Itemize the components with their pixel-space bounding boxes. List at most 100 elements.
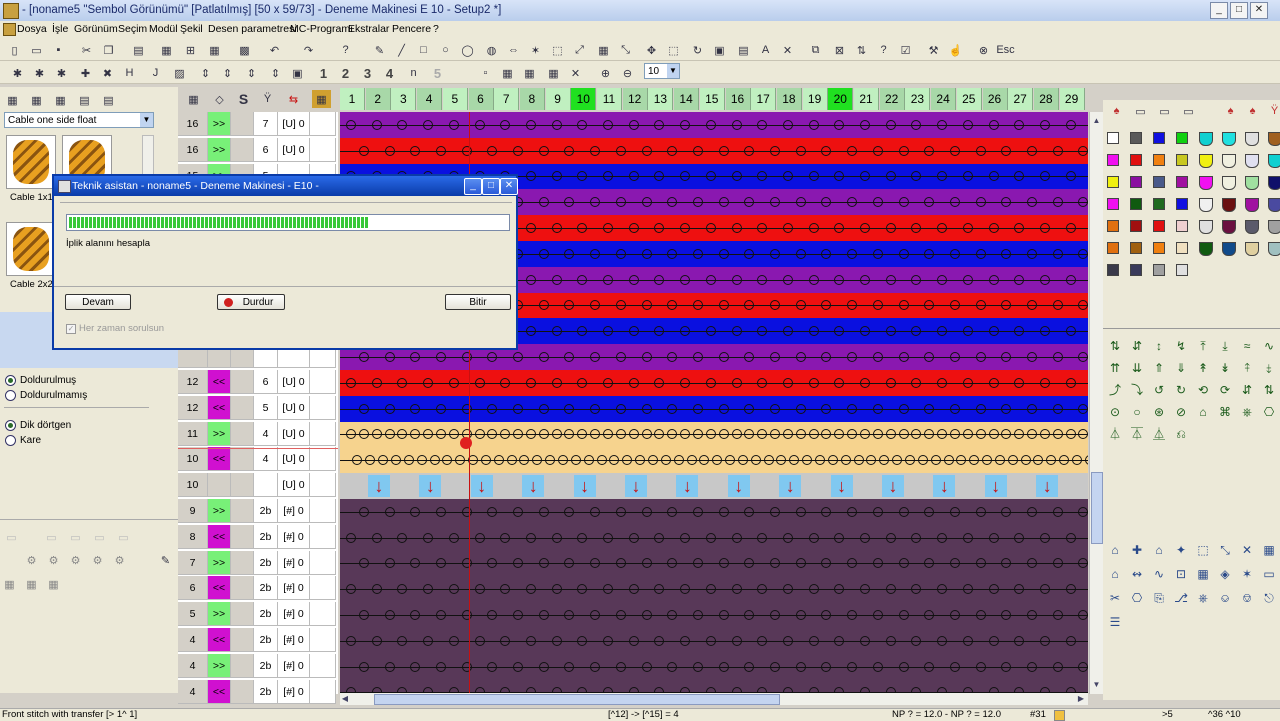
row-direction[interactable]: << — [208, 370, 231, 394]
row-direction[interactable]: << — [208, 576, 231, 601]
color-swatch[interactable] — [1199, 154, 1213, 168]
column-number[interactable]: 10 — [571, 88, 597, 110]
row-col5[interactable]: [U] 0 — [278, 473, 310, 498]
color-swatch[interactable] — [1153, 132, 1165, 144]
blank-tab-icon[interactable]: ▭ — [1135, 105, 1146, 118]
menu-gorunum[interactable]: Görünüm — [74, 23, 118, 35]
palette-tab-5-icon[interactable]: ▤ — [103, 94, 114, 107]
row-col4[interactable]: 2b — [254, 524, 278, 549]
color-swatch[interactable] — [1268, 132, 1280, 146]
column-number[interactable]: 5 — [442, 88, 468, 110]
stitch-symbol-icon[interactable]: ⇑ — [1153, 361, 1165, 375]
row-col3[interactable] — [231, 628, 254, 652]
column-number[interactable]: 24 — [931, 88, 957, 110]
row-col6[interactable] — [310, 447, 336, 472]
maximize-button[interactable]: □ — [1230, 2, 1248, 19]
table-icon[interactable]: ▦ — [188, 93, 199, 106]
updown3-icon[interactable]: ⇕ — [246, 67, 257, 80]
tool-icon[interactable]: ⎈ — [1198, 591, 1208, 605]
tool-icon[interactable]: ◈ — [1220, 567, 1230, 581]
tool-icon[interactable]: ∿ — [1153, 567, 1165, 581]
row-number[interactable]: 5 — [178, 602, 208, 627]
column-number[interactable]: 18 — [776, 88, 802, 110]
row-number[interactable]: 12 — [178, 395, 208, 420]
row-number[interactable]: 7 — [178, 550, 208, 575]
column-number[interactable]: 8 — [519, 88, 545, 110]
row-direction[interactable]: >> — [208, 137, 231, 162]
row-direction[interactable]: << — [208, 628, 231, 652]
color-swatch[interactable] — [1222, 154, 1236, 168]
block-icon[interactable]: ▣ — [292, 67, 303, 80]
color-swatch[interactable] — [1153, 198, 1165, 210]
n-icon[interactable]: n — [410, 67, 417, 79]
option-kare[interactable]: Kare — [5, 435, 41, 446]
color-swatch[interactable] — [1153, 176, 1165, 188]
tool-icon[interactable]: ▦ — [1263, 543, 1275, 557]
row-col4[interactable]: 2b — [254, 499, 278, 523]
row-col3[interactable] — [231, 550, 254, 575]
frame-a-icon[interactable]: ▦ — [502, 67, 513, 80]
stitch-symbol-icon[interactable]: ⇊ — [1131, 361, 1143, 375]
checkbox-box[interactable]: ✓ — [66, 323, 76, 334]
text-icon[interactable]: A — [761, 44, 770, 56]
column-number[interactable]: 15 — [699, 88, 725, 110]
column-number[interactable]: 23 — [905, 88, 931, 110]
hand-icon[interactable]: ☝ — [948, 44, 963, 57]
row-col5[interactable]: [#] 0 — [278, 499, 310, 523]
row-col6[interactable] — [310, 576, 336, 601]
tool-d-icon[interactable]: ▭ — [94, 531, 105, 544]
row-number[interactable]: 10 — [178, 447, 208, 472]
column-number[interactable]: 27 — [1008, 88, 1034, 110]
plus-icon[interactable]: ✚ — [80, 67, 91, 80]
mirror-icon[interactable]: ⇔ — [508, 44, 519, 56]
module-icon[interactable]: ⊞ — [185, 44, 196, 57]
blank-tab2-icon[interactable]: ▭ — [1159, 105, 1170, 118]
vertical-scrollbar[interactable]: ▲ ▼ — [1089, 112, 1103, 694]
stitch-symbol-icon[interactable]: ↻ — [1175, 383, 1187, 397]
row-number[interactable]: 12 — [178, 370, 208, 394]
stitch-symbol-icon[interactable]: ⇈ — [1109, 361, 1121, 375]
zoom-select[interactable]: 10 ▼ — [644, 63, 680, 79]
close-pattern-icon[interactable]: ⊗ — [978, 44, 989, 57]
row-col6[interactable] — [310, 602, 336, 627]
stitch-icon[interactable]: ▦ — [312, 90, 331, 108]
color-swatch[interactable] — [1130, 264, 1142, 276]
tool-icon[interactable]: ▭ — [1263, 567, 1275, 581]
stitch-symbol-icon[interactable]: ⇓ — [1175, 361, 1187, 375]
column-number[interactable]: 26 — [982, 88, 1008, 110]
color-swatch[interactable] — [1245, 132, 1259, 146]
column-number[interactable]: 11 — [597, 88, 622, 110]
row-col5[interactable]: [U] 0 — [278, 137, 310, 162]
layout-icon[interactable]: ▤ — [738, 44, 749, 57]
column-number[interactable]: 13 — [648, 88, 674, 110]
menu-mc-programi[interactable]: MC-Programı — [290, 23, 354, 35]
menu-sekil[interactable]: Şekil — [180, 23, 203, 35]
tool-e-icon[interactable]: ▭ — [118, 531, 129, 544]
delete-x-icon[interactable]: ✕ — [570, 67, 581, 80]
row-col4[interactable]: 5 — [254, 395, 278, 420]
row-col3[interactable] — [231, 602, 254, 627]
row-col6[interactable] — [310, 499, 336, 523]
help-icon[interactable]: ? — [342, 44, 349, 56]
row-col6[interactable] — [310, 370, 336, 394]
cable-2x2-thumb[interactable] — [6, 222, 56, 276]
grid2-icon[interactable]: ▦ — [598, 44, 609, 57]
row-number[interactable]: 8 — [178, 524, 208, 549]
tool-icon[interactable]: ↭ — [1131, 567, 1143, 581]
row-number[interactable]: 4 — [178, 679, 208, 704]
tool-icon[interactable]: ⎇ — [1174, 591, 1188, 605]
row-col6[interactable] — [310, 395, 336, 420]
wand-icon[interactable]: ✶ — [530, 44, 541, 57]
row-direction[interactable]: << — [208, 524, 231, 549]
color-swatch[interactable] — [1199, 176, 1213, 190]
radio-dik-dortgen[interactable] — [5, 420, 16, 431]
color-swatch[interactable] — [1176, 220, 1188, 232]
j-icon[interactable]: J — [152, 67, 159, 79]
row-direction[interactable] — [208, 473, 231, 498]
row-col6[interactable] — [310, 137, 336, 162]
copy-icon[interactable]: ❐ — [103, 44, 114, 57]
color-swatch[interactable] — [1130, 176, 1142, 188]
row-col5[interactable]: [#] 0 — [278, 524, 310, 549]
menu-ekstralar[interactable]: Ekstralar — [348, 23, 390, 35]
new-icon[interactable]: ▯ — [11, 44, 18, 57]
